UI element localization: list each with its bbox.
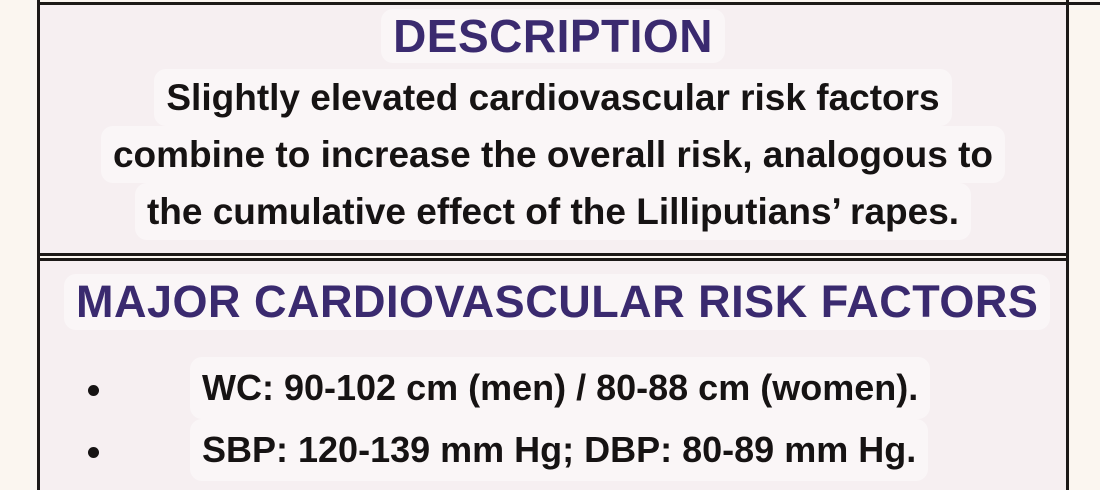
- risk-factors-list: WC: 90-102 cm (men) / 80-88 cm (women). …: [40, 357, 1066, 481]
- table-right-border: [1066, 0, 1069, 490]
- section-divider-line-upper: [40, 253, 1066, 256]
- description-line: the cumulative effect of the Lilliputian…: [40, 183, 1066, 240]
- list-item: WC: 90-102 cm (men) / 80-88 cm (women).: [40, 357, 1066, 419]
- risk-factors-section: MAJOR CARDIOVASCULAR RISK FACTORS WC: 90…: [40, 261, 1066, 490]
- description-heading: DESCRIPTION: [40, 9, 1066, 63]
- description-line: Slightly elevated cardiovascular risk fa…: [40, 69, 1066, 126]
- description-line: combine to increase the overall risk, an…: [40, 126, 1066, 183]
- table-top-border: [37, 2, 1100, 5]
- description-heading-text: DESCRIPTION: [381, 9, 725, 63]
- bullet-icon: [88, 447, 99, 458]
- risk-factors-heading-text: MAJOR CARDIOVASCULAR RISK FACTORS: [64, 274, 1051, 330]
- description-section: DESCRIPTION Slightly elevated cardiovasc…: [40, 5, 1066, 253]
- list-item: SBP: 120-139 mm Hg; DBP: 80-89 mm Hg.: [40, 419, 1066, 481]
- risk-factors-heading: MAJOR CARDIOVASCULAR RISK FACTORS: [40, 261, 1066, 330]
- bullet-icon: [88, 385, 99, 396]
- description-body: Slightly elevated cardiovascular risk fa…: [40, 69, 1066, 240]
- table-left-border: [37, 0, 40, 490]
- section-divider-line-lower: [40, 258, 1066, 261]
